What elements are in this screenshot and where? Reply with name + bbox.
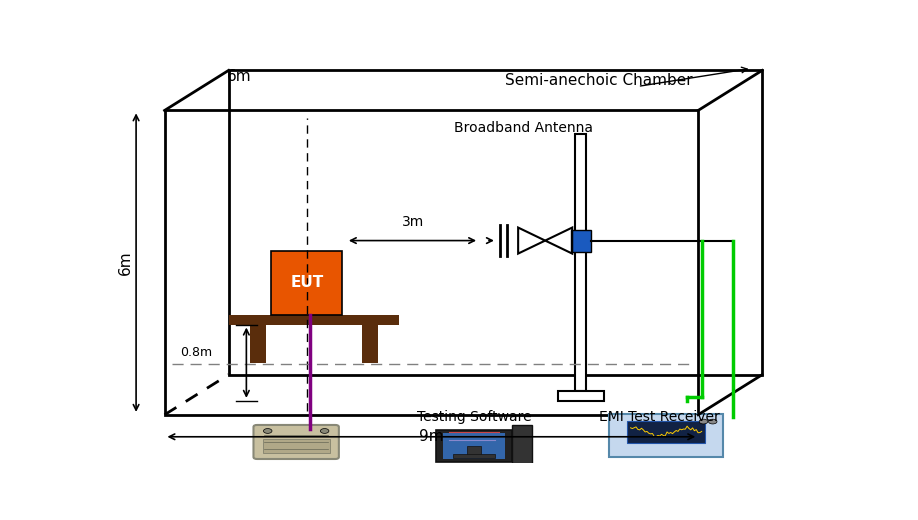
Circle shape bbox=[709, 419, 717, 424]
FancyBboxPatch shape bbox=[436, 430, 511, 462]
FancyBboxPatch shape bbox=[609, 414, 723, 457]
FancyBboxPatch shape bbox=[253, 425, 339, 459]
Text: Semi-anechoic Chamber: Semi-anechoic Chamber bbox=[505, 73, 692, 88]
FancyBboxPatch shape bbox=[442, 433, 505, 459]
FancyBboxPatch shape bbox=[627, 421, 705, 443]
Text: 0.8m: 0.8m bbox=[181, 346, 213, 359]
FancyBboxPatch shape bbox=[467, 446, 481, 456]
Text: EUT: EUT bbox=[290, 275, 323, 290]
FancyBboxPatch shape bbox=[272, 251, 342, 315]
Text: Broadband Antenna: Broadband Antenna bbox=[454, 122, 593, 136]
Text: 9m: 9m bbox=[419, 430, 443, 444]
FancyBboxPatch shape bbox=[511, 425, 532, 467]
Circle shape bbox=[700, 419, 708, 424]
Text: 6m: 6m bbox=[118, 250, 133, 275]
FancyBboxPatch shape bbox=[453, 454, 496, 458]
FancyBboxPatch shape bbox=[575, 135, 587, 391]
FancyBboxPatch shape bbox=[571, 229, 590, 252]
FancyBboxPatch shape bbox=[263, 439, 330, 453]
Circle shape bbox=[263, 428, 272, 433]
Text: Testing Software: Testing Software bbox=[417, 410, 532, 424]
FancyBboxPatch shape bbox=[250, 324, 265, 363]
Text: 6m: 6m bbox=[227, 69, 252, 84]
Circle shape bbox=[320, 428, 329, 433]
Text: EMI Test Receiver: EMI Test Receiver bbox=[599, 410, 720, 424]
Text: 3m: 3m bbox=[402, 215, 425, 229]
FancyBboxPatch shape bbox=[229, 315, 399, 324]
FancyBboxPatch shape bbox=[557, 391, 604, 401]
FancyBboxPatch shape bbox=[363, 324, 378, 363]
